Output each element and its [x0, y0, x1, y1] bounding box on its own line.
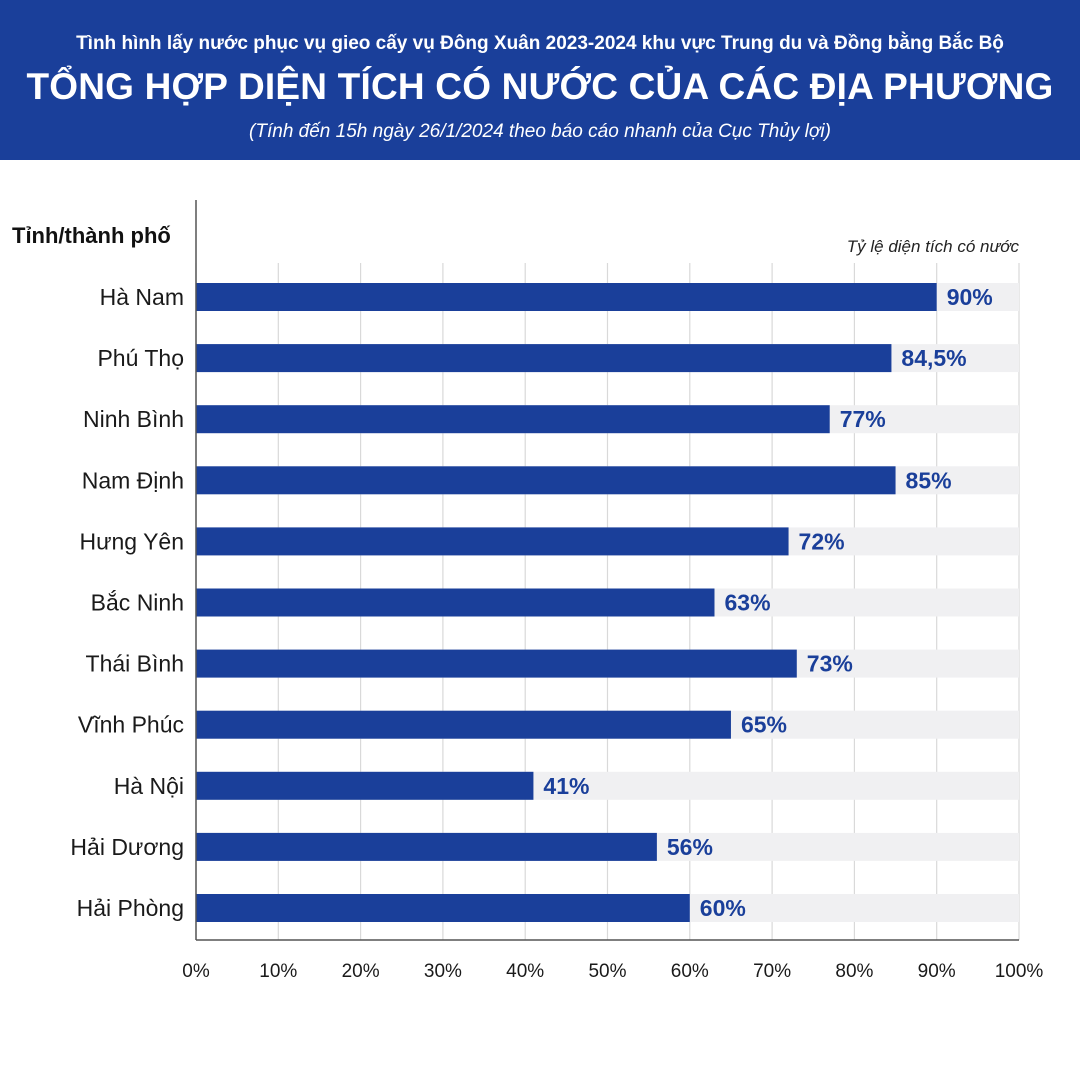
x-tick-labels: 0% 10% 20% 30% 40% 50% 60% 70% 80% 90% 100% — [182, 961, 1043, 982]
bar-chart: Hà Nam Phú Thọ Ninh Bình Nam Định Hưng Yên Bắ… — [12, 200, 1043, 982]
bar — [196, 466, 896, 495]
value-label: 77% — [840, 406, 886, 432]
x-axis-title: Tỷ lệ diện tích có nước — [847, 237, 1020, 256]
value-labels: 90% 84,5% 77% 85% 72% 63% 73% 65% 41% 56% 60% — [543, 284, 992, 921]
x-tick-label: 30% — [424, 961, 462, 982]
value-label: 85% — [906, 467, 952, 493]
category-labels: Hà Nam Phú Thọ Ninh Bình Nam Định Hưng Yên Bắ… — [70, 284, 184, 921]
category-label: Phú Thọ — [97, 345, 184, 371]
bar — [196, 832, 657, 861]
bar — [196, 283, 937, 311]
value-label: 72% — [799, 528, 845, 554]
value-label: 56% — [667, 834, 713, 860]
chart-note: (Tính đến 15h ngày 26/1/2024 theo báo cá… — [249, 121, 831, 142]
x-tick-label: 70% — [753, 961, 791, 982]
category-label: Hải Dương — [70, 834, 184, 860]
bar — [196, 649, 797, 678]
bar — [196, 894, 690, 922]
chart-subtitle: Tình hình lấy nước phục vụ gieo cấy vụ Đ… — [76, 33, 1004, 54]
bar — [196, 710, 731, 739]
bar — [196, 588, 715, 617]
category-label: Hải Phòng — [77, 895, 184, 921]
category-label: Hưng Yên — [80, 528, 185, 554]
x-tick-label: 60% — [671, 961, 709, 982]
x-tick-label: 20% — [342, 961, 380, 982]
x-tick-label: 50% — [588, 961, 626, 982]
category-label: Vĩnh Phúc — [78, 712, 184, 738]
category-label: Ninh Bình — [83, 406, 184, 432]
value-label: 60% — [700, 895, 746, 921]
bars — [196, 283, 937, 922]
value-label: 90% — [947, 284, 993, 310]
category-label: Hà Nội — [114, 773, 184, 799]
bar — [196, 405, 830, 434]
value-label: 65% — [741, 712, 787, 738]
category-label: Thái Bình — [86, 651, 184, 677]
value-label: 63% — [724, 590, 770, 616]
bar — [196, 527, 789, 556]
header-banner: Tình hình lấy nước phục vụ gieo cấy vụ Đ… — [0, 0, 1080, 160]
x-tick-label: 40% — [506, 961, 544, 982]
x-tick-label: 100% — [995, 961, 1044, 982]
chart-title: TỔNG HỢP DIỆN TÍCH CÓ NƯỚC CỦA CÁC ĐỊA P… — [26, 66, 1054, 107]
value-label: 84,5% — [901, 345, 966, 371]
bar — [196, 344, 892, 373]
x-tick-label: 80% — [835, 961, 873, 982]
x-tick-label: 0% — [182, 961, 210, 982]
bar — [196, 771, 534, 800]
value-label: 41% — [543, 773, 589, 799]
x-tick-label: 10% — [259, 961, 297, 982]
category-label: Nam Định — [82, 467, 184, 493]
value-label: 73% — [807, 651, 853, 677]
category-label: Hà Nam — [100, 284, 184, 310]
category-label: Bắc Ninh — [91, 590, 184, 616]
y-axis-title: Tỉnh/thành phố — [12, 223, 171, 248]
x-tick-label: 90% — [918, 961, 956, 982]
